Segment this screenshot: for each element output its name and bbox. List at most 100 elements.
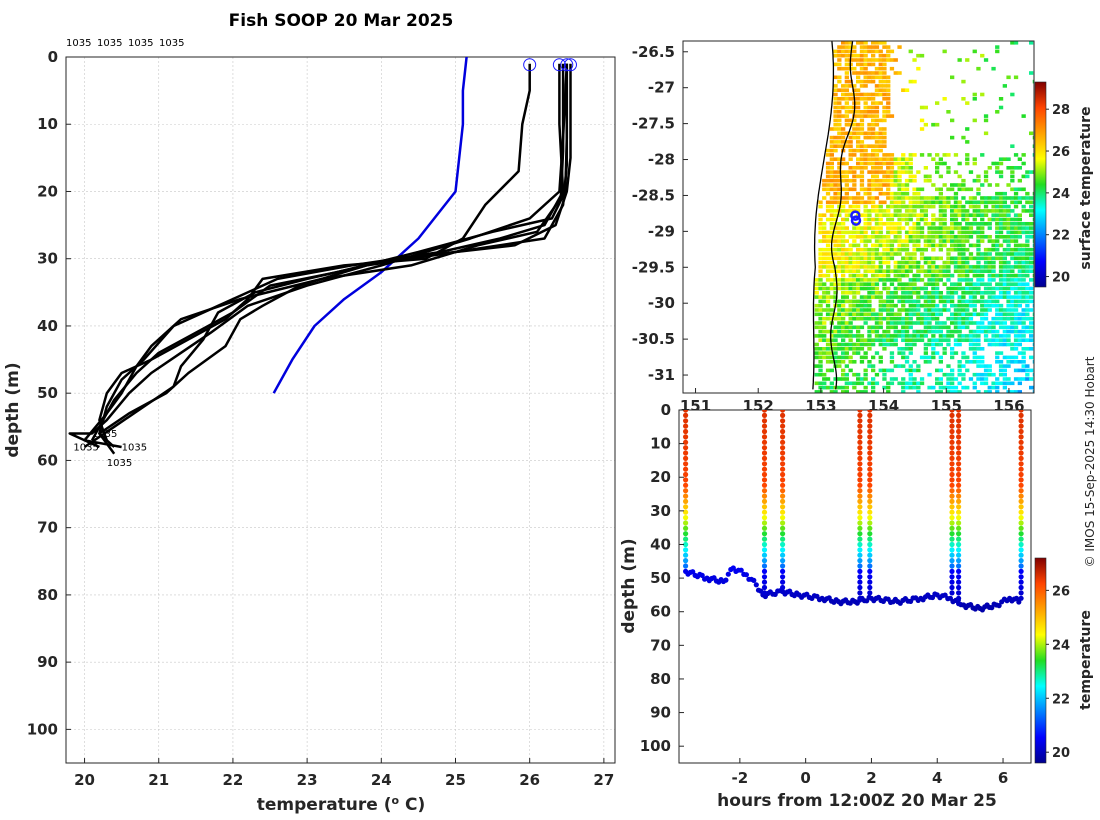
section-dot	[1018, 547, 1024, 553]
sst-pixel	[995, 316, 1000, 321]
sst-pixel	[991, 273, 996, 278]
sst-pixel	[833, 278, 838, 282]
sst-pixel	[833, 351, 838, 355]
sst-pixel	[844, 170, 849, 174]
sst-pixel	[931, 347, 936, 351]
sst-pixel	[1032, 153, 1034, 157]
sst-pixel	[919, 295, 925, 299]
section-dot	[1018, 504, 1024, 510]
sst-pixel	[818, 334, 823, 338]
sst-pixel	[1010, 247, 1015, 252]
sst-pixel	[1010, 273, 1015, 278]
sst-pixel	[893, 191, 898, 196]
sst-pixel	[1010, 381, 1015, 386]
section-dot	[949, 558, 955, 564]
sst-pixel	[882, 178, 887, 183]
section-dot	[867, 461, 873, 467]
sst-pixel	[1013, 153, 1019, 157]
sst-pixel	[837, 183, 842, 187]
sst-pixel	[878, 239, 883, 243]
temp-colorbar-tick-label: 26	[1052, 584, 1070, 599]
sst-pixel	[1021, 222, 1026, 226]
sst-pixel	[886, 312, 891, 317]
sst-pixel	[874, 166, 880, 170]
sst-pixel	[859, 252, 865, 256]
sst-pixel	[1002, 204, 1007, 209]
sst-pixel	[946, 166, 951, 170]
sst-pixel	[886, 153, 891, 157]
sst-pixel	[987, 209, 992, 213]
sst-pixel	[965, 338, 970, 342]
sst-pixel	[957, 273, 962, 278]
sst-pixel	[1021, 256, 1026, 261]
sst-pixel	[886, 170, 891, 174]
section-dot	[949, 574, 955, 580]
section-dot	[867, 558, 873, 564]
sst-pixel	[991, 247, 996, 252]
sst-pixel	[991, 291, 996, 295]
sst-pixel	[983, 308, 989, 312]
sst-pixel	[968, 187, 974, 192]
top-label: 1035	[97, 38, 122, 49]
sst-pixel	[852, 269, 857, 273]
sst-pixel	[863, 338, 868, 342]
sst-pixel	[837, 342, 842, 347]
sst-pixel	[822, 273, 827, 278]
sst-pixel	[935, 273, 940, 278]
sst-pixel	[1002, 312, 1007, 317]
sst-pixel	[859, 256, 865, 261]
sst-pixel	[904, 239, 910, 243]
sst-pixel	[938, 325, 943, 330]
section-dot	[780, 418, 786, 424]
section-dot	[956, 471, 962, 478]
section-dot	[956, 515, 962, 521]
sst-pixel	[822, 372, 827, 377]
sst-pixel	[852, 295, 857, 299]
sst-pixel	[874, 174, 880, 179]
sst-pixel	[1013, 187, 1019, 192]
sst-pixel	[987, 286, 992, 291]
sst-pixel	[871, 170, 876, 174]
sst-pixel	[844, 226, 849, 230]
sst-pixel	[998, 200, 1004, 205]
sst-pixel	[968, 226, 974, 230]
sst-pixel	[878, 278, 883, 282]
sst-pixel	[874, 131, 880, 136]
section-dot	[867, 520, 873, 526]
sst-pixel	[1021, 153, 1026, 157]
sst-pixel	[825, 252, 831, 256]
sst-pixel	[822, 230, 827, 235]
sst-pixel	[867, 235, 872, 239]
sst-pixel	[867, 299, 872, 304]
sst-pixel	[1002, 321, 1007, 325]
sst-pixel	[1010, 355, 1015, 360]
sst-pixel	[833, 148, 838, 153]
sst-pixel	[833, 316, 838, 321]
sst-pixel	[1017, 256, 1022, 261]
sst-pixel	[837, 213, 842, 217]
sst-pixel	[822, 213, 827, 217]
sst-pixel	[822, 338, 827, 342]
sst-pixel	[1032, 385, 1034, 390]
sst-pixel	[968, 230, 974, 235]
sst-pixel	[927, 265, 932, 269]
sst-pixel	[863, 204, 868, 209]
sst-pixel	[938, 213, 943, 217]
sst-pixel	[844, 66, 849, 71]
sst-pixel	[837, 329, 842, 334]
sst-pixel	[991, 243, 996, 248]
sst-pixel	[897, 166, 902, 170]
sst-pixel	[931, 286, 936, 291]
section-dot	[780, 493, 786, 499]
sst-pixel	[916, 368, 921, 373]
section-dot	[949, 482, 955, 488]
sst-pixel	[968, 252, 974, 256]
sst-pixel	[889, 299, 895, 304]
section-dot	[683, 477, 689, 483]
sst-pixel	[946, 110, 951, 114]
sst-pixel	[946, 200, 951, 205]
map-lat-tick-label: -26.5	[632, 43, 675, 61]
section-dot	[949, 428, 955, 435]
sst-pixel	[814, 321, 819, 325]
